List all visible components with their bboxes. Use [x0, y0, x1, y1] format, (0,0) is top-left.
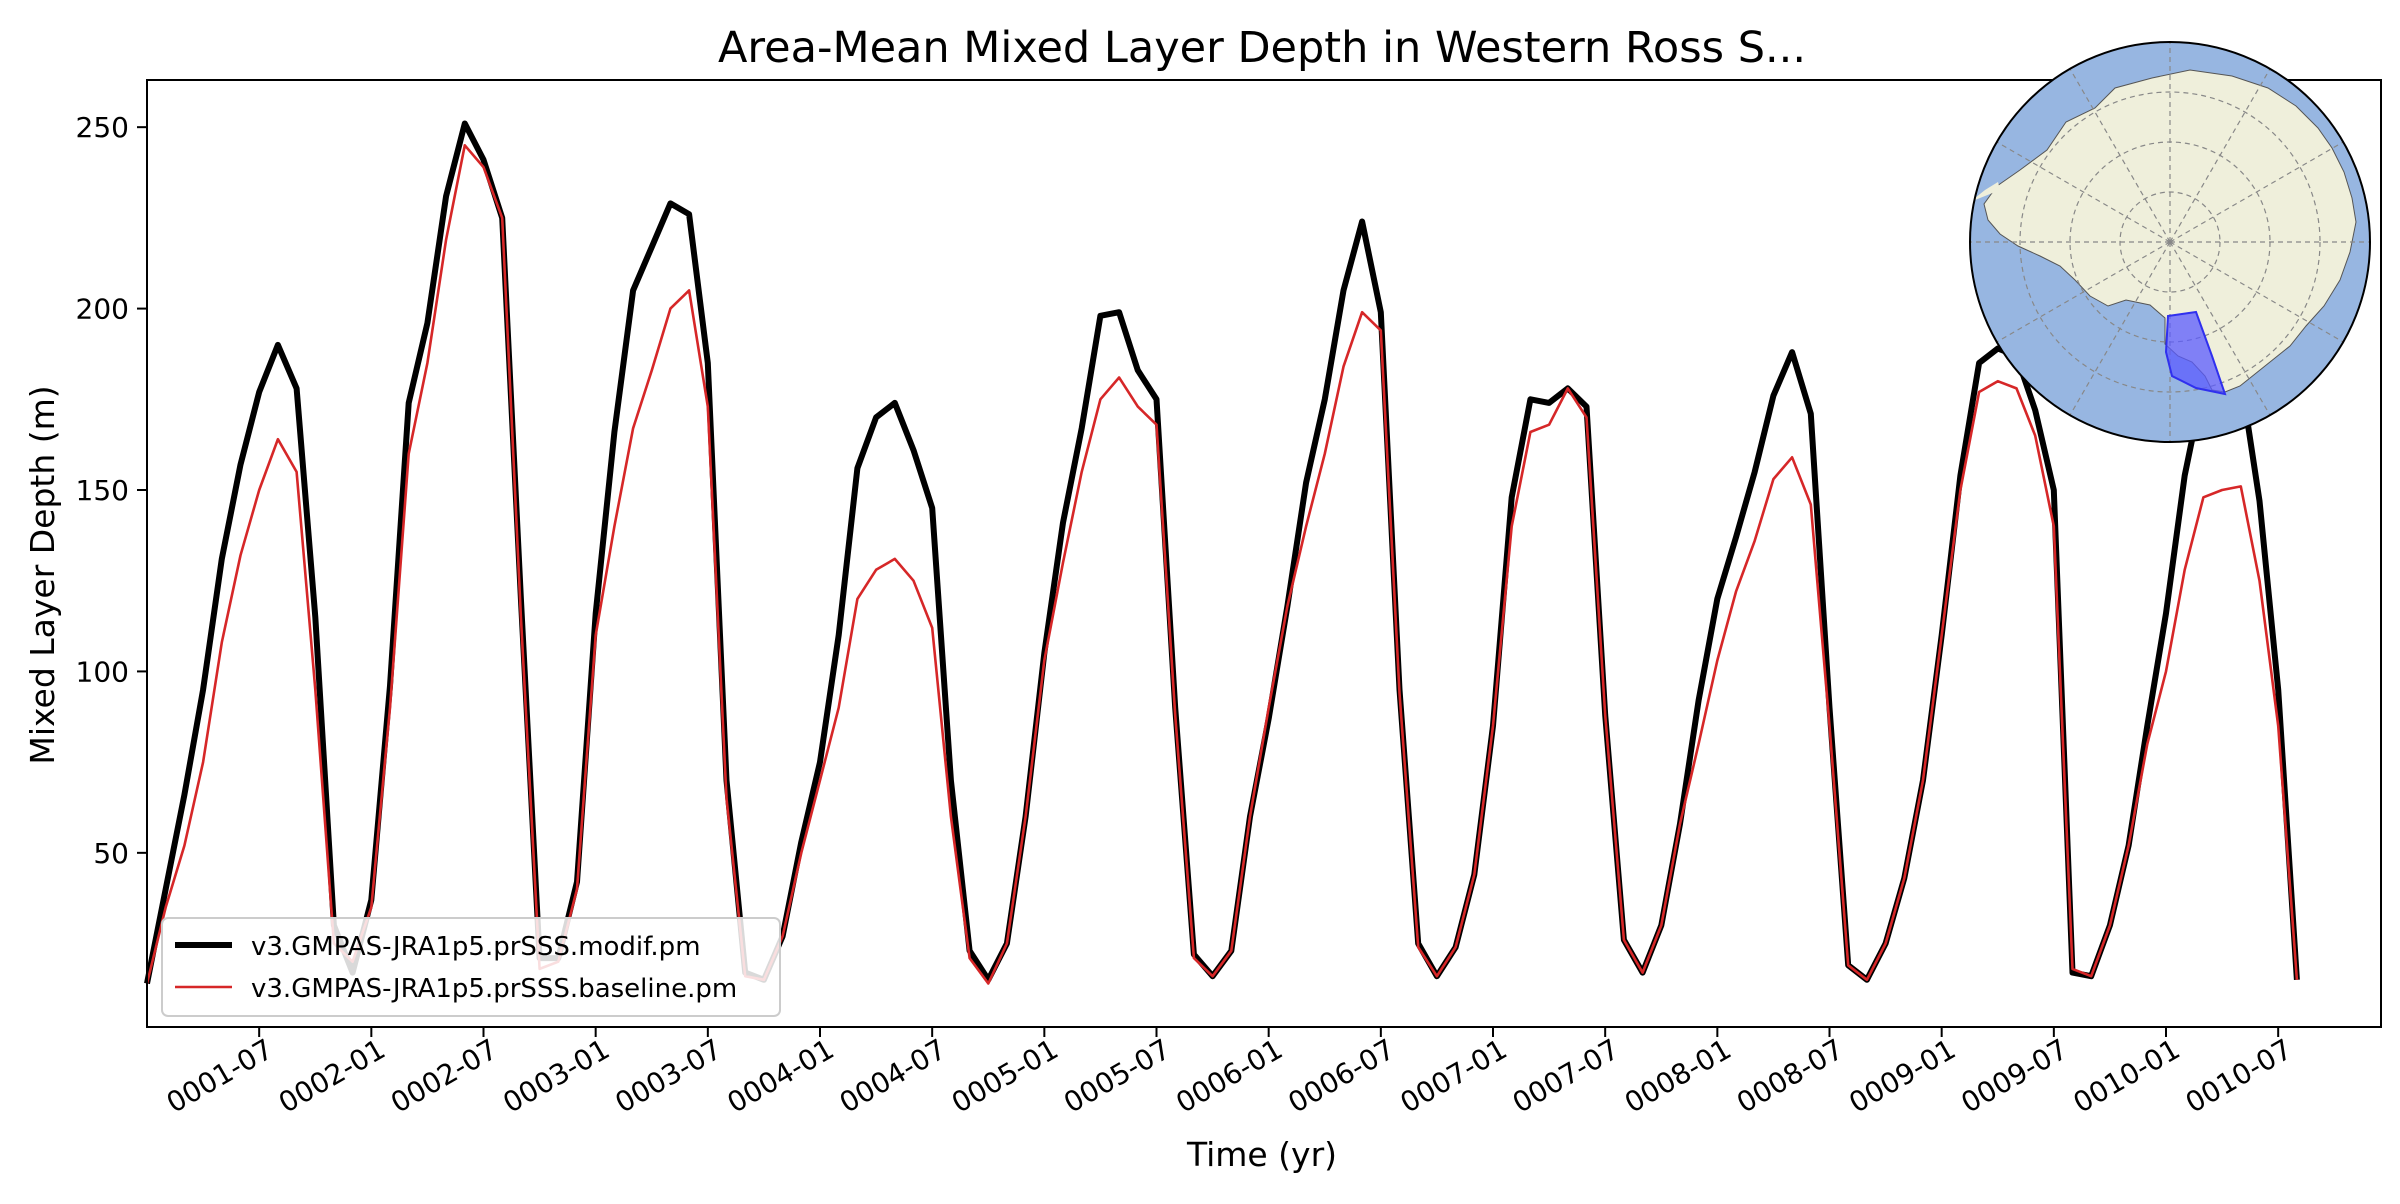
map-border: [1969, 41, 2371, 443]
legend-box: [161, 917, 781, 1017]
x-tick-label: 0008-07: [1731, 1032, 1849, 1119]
x-tick-label: 0004-07: [834, 1032, 952, 1119]
x-tick-label: 0002-07: [385, 1032, 503, 1119]
x-tick-label: 0001-07: [161, 1032, 279, 1119]
legend-label-2: v3.GMPAS-JRA1p5.prSSS.baseline.pm: [251, 974, 737, 1004]
plot-frame: [146, 79, 2382, 1028]
meridian-line: [1996, 141, 2171, 243]
chart-title: Area-Mean Mixed Layer Depth in Western R…: [718, 23, 1806, 73]
x-tick-label: 0007-07: [1507, 1032, 1625, 1119]
x-tick-label: 0010-01: [2068, 1032, 2186, 1119]
meridian-line: [2169, 241, 2271, 416]
x-tick-label: 0007-01: [1395, 1032, 1513, 1119]
x-tick-label: 0008-01: [1619, 1032, 1737, 1119]
y-tick-label: 100: [76, 655, 129, 688]
x-tick-label: 0009-07: [1956, 1032, 2074, 1119]
latitude-circle: [2019, 91, 2321, 393]
antarctica-inset-map: [1969, 41, 2371, 443]
meridian-line: [2169, 141, 2344, 243]
antarctic-peninsula: [1970, 182, 2000, 202]
meridian-line: [2169, 68, 2271, 243]
y-tick-label: 250: [76, 111, 129, 144]
y-axis-label: Mixed Layer Depth (m): [23, 385, 62, 764]
x-tick-label: 0002-01: [273, 1032, 391, 1119]
x-axis-label: Time (yr): [1186, 1135, 1337, 1174]
meridian-line: [2069, 241, 2171, 416]
meridian-line: [2169, 241, 2344, 343]
map-body: [1970, 42, 2370, 442]
x-tick-label: 0005-07: [1058, 1032, 1176, 1119]
chart-legend: v3.GMPAS-JRA1p5.prSSS.modif.pm v3.GMPAS-J…: [161, 917, 781, 1017]
x-tick-label: 0003-01: [497, 1032, 615, 1119]
x-tick-label: 0003-07: [610, 1032, 728, 1119]
western-ross-sea-region: [2164, 310, 2227, 396]
x-tick-label: 0005-01: [946, 1032, 1064, 1119]
y-tick-label: 50: [93, 837, 129, 870]
x-tick-label: 0006-01: [1170, 1032, 1288, 1119]
legend-label-1: v3.GMPAS-JRA1p5.prSSS.modif.pm: [251, 932, 701, 962]
series-line-2: [145, 144, 2299, 985]
meridian-line: [2069, 68, 2171, 243]
y-tick-label: 200: [76, 293, 129, 326]
y-tick-label: 150: [76, 474, 129, 507]
x-tick-label: 0006-07: [1283, 1032, 1401, 1119]
meridian-line: [1996, 241, 2171, 343]
x-tick-label: 0004-01: [722, 1032, 840, 1119]
x-tick-label: 0009-01: [1843, 1032, 1961, 1119]
x-tick-label: 0010-07: [2180, 1032, 2298, 1119]
